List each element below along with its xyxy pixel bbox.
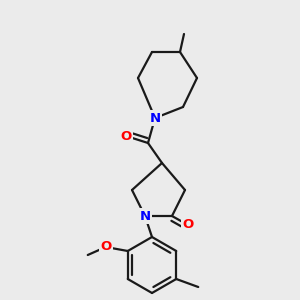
Text: N: N	[140, 209, 151, 223]
Text: N: N	[149, 112, 161, 124]
Text: O: O	[182, 218, 194, 232]
Text: O: O	[100, 241, 111, 254]
Text: O: O	[120, 130, 132, 142]
